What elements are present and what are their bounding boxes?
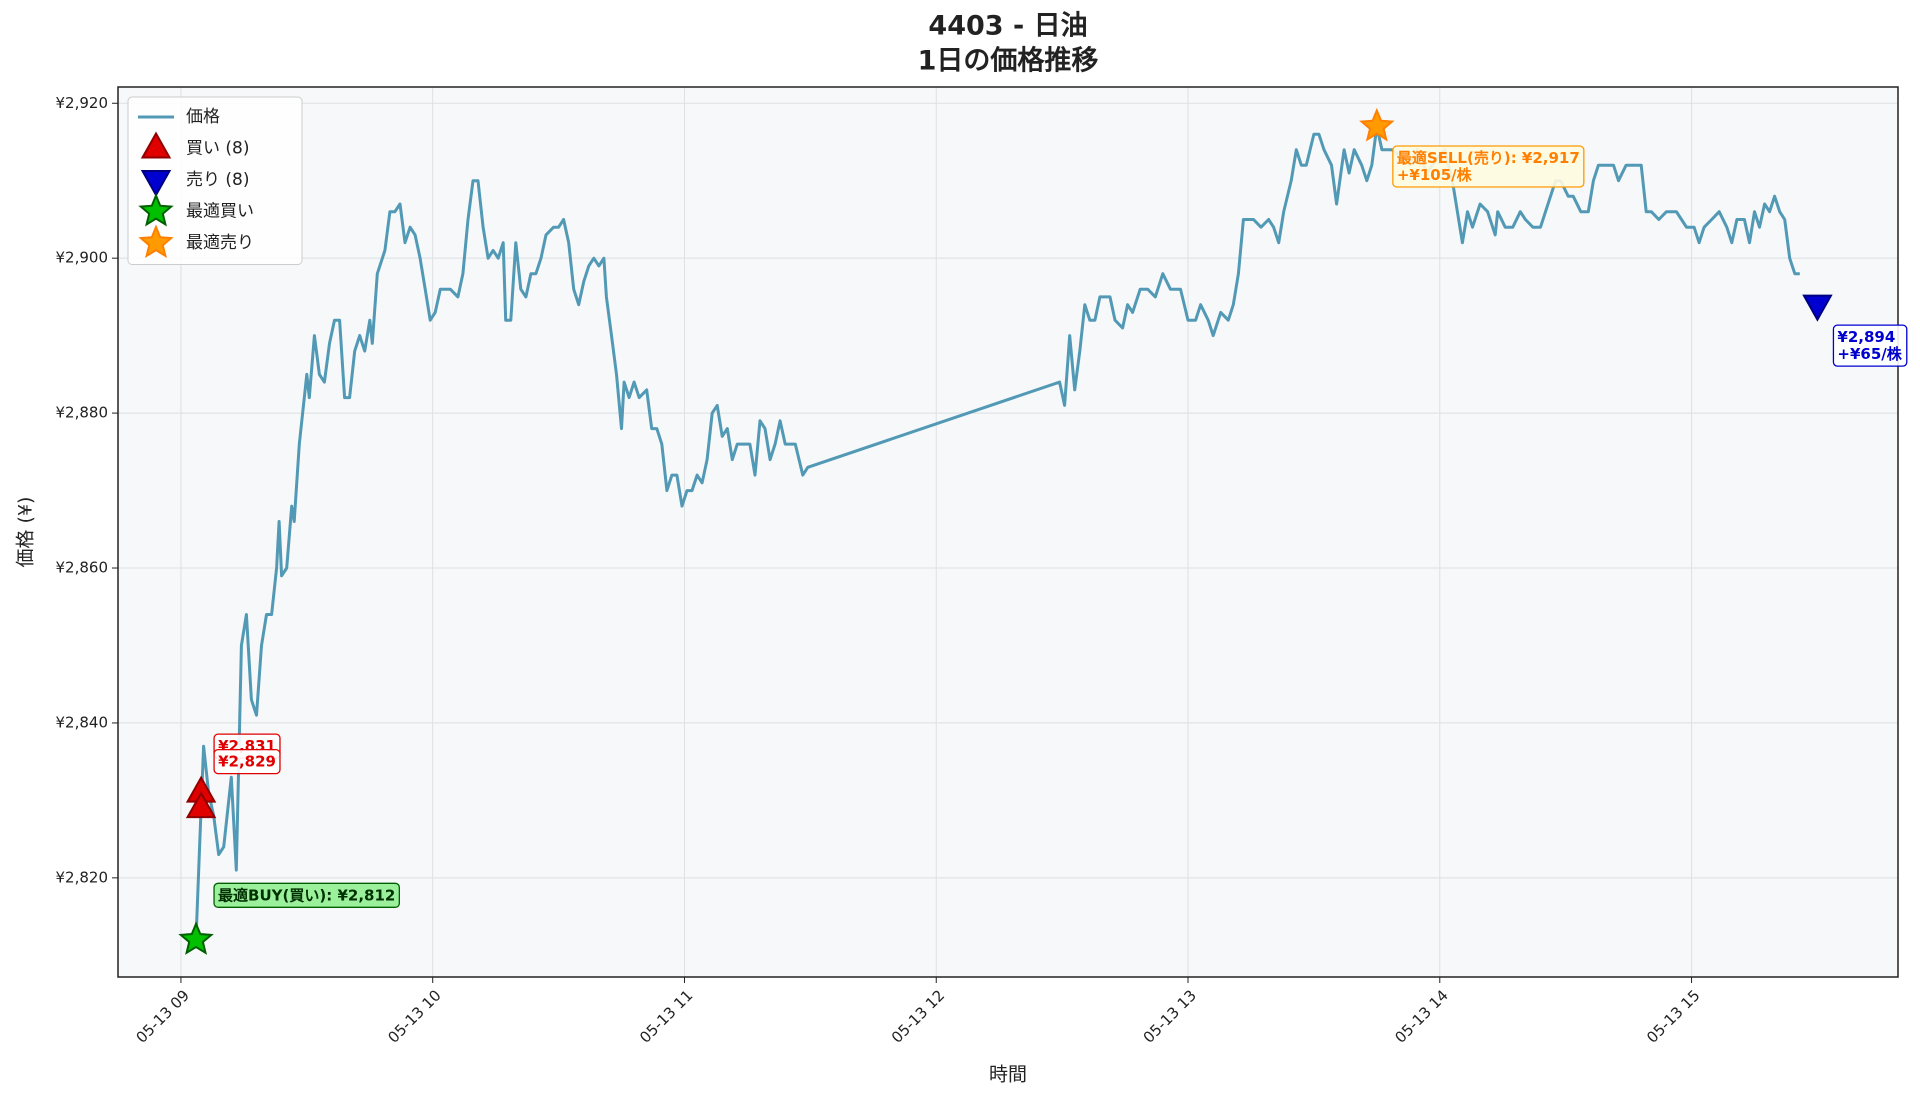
annotation: 最適SELL(売り): ¥2,917+¥105/株 [1392,145,1585,188]
annotation-box [1392,145,1585,188]
y-tick-label: ¥2,900 [56,249,109,267]
annotation: ¥2,894+¥65/株 [1832,324,1908,367]
y-tick-label: ¥2,820 [56,868,109,886]
x-tick-label: 05-13 14 [1391,986,1451,1046]
chart-title: 4403 - 日油 [928,11,1087,42]
annotation-profit: +¥105/株 [1397,166,1473,184]
plot-area [118,87,1898,977]
legend-swatch [140,170,172,198]
y-tick-label: ¥2,920 [56,94,109,112]
legend-label: 最適売り [186,233,254,253]
legend-label: 売り (8) [186,170,249,190]
annotation: ¥2,829 [213,748,281,775]
annotation-profit: +¥65/株 [1837,345,1902,363]
marker-star [1359,107,1395,142]
legend-label: 価格 [186,107,220,127]
y-axis-label: 価格 (¥) [15,497,37,568]
y-tick-label: ¥2,860 [56,559,109,577]
x-tick-label: 05-13 12 [888,986,948,1046]
y-tick-label: ¥2,880 [56,404,109,422]
x-axis-label: 時間 [989,1064,1027,1086]
legend-swatch [140,131,172,159]
marker-triangle-up [185,791,217,819]
plot-frame [117,86,1899,978]
legend-swatch [138,192,174,227]
annotation-value: ¥2,894 [1837,328,1895,346]
annotation-value: 最適SELL(売り): ¥2,917 [1397,149,1580,167]
chart-subtitle: 1日の価格推移 [918,46,1099,77]
annotation-box [1832,324,1908,367]
x-tick-label: 05-13 10 [384,986,444,1046]
marker-triangle-down [1802,294,1833,322]
legend-label: 最適買い [186,202,254,222]
annotation-value: ¥2,829 [218,753,276,771]
legend-label: 買い (8) [186,139,249,159]
x-tick-label: 05-13 13 [1140,986,1200,1046]
x-tick-label: 05-13 15 [1643,986,1703,1046]
x-tick-label: 05-13 09 [133,986,193,1046]
legend-swatch [138,224,174,259]
annotation-box [213,748,281,775]
y-tick-label: ¥2,840 [56,713,109,731]
annotation: 最適BUY(買い): ¥2,812 [213,882,400,908]
marker-star [178,921,214,955]
annotation-value: 最適BUY(買い): ¥2,812 [218,886,395,904]
legend-box [127,96,303,265]
annotation-box [213,882,400,908]
x-tick-label: 05-13 11 [636,986,696,1046]
